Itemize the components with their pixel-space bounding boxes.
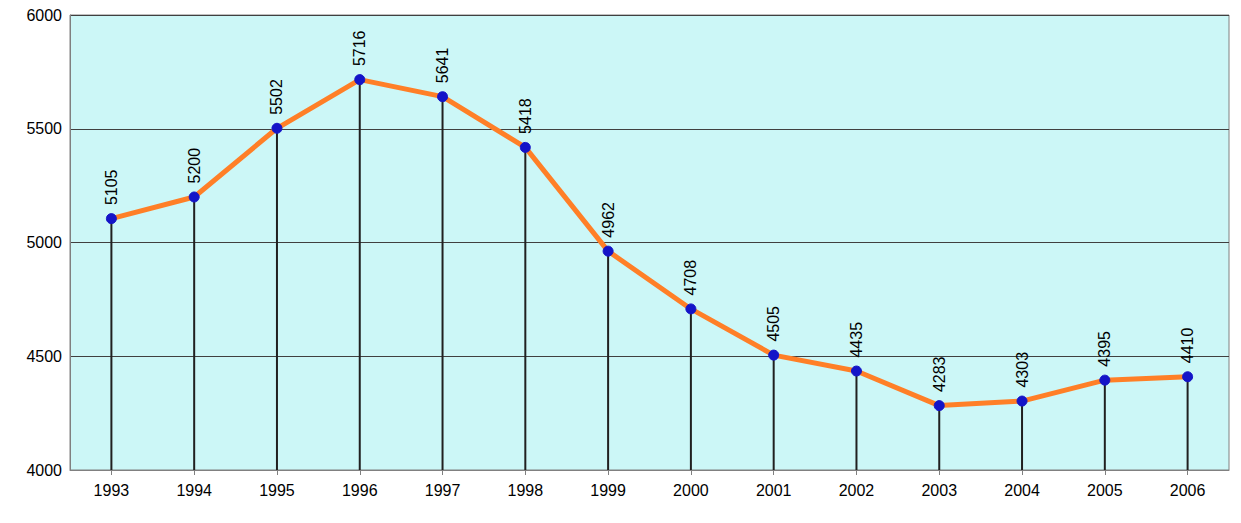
svg-text:1994: 1994 [176,482,212,499]
svg-text:1999: 1999 [590,482,626,499]
svg-text:2000: 2000 [673,482,709,499]
svg-text:4962: 4962 [600,202,617,238]
svg-text:2004: 2004 [1004,482,1040,499]
svg-text:4000: 4000 [26,462,62,479]
svg-text:1997: 1997 [425,482,461,499]
svg-text:2002: 2002 [839,482,875,499]
svg-text:5500: 5500 [26,120,62,137]
svg-text:5200: 5200 [186,148,203,184]
svg-text:5641: 5641 [434,47,451,83]
svg-text:4395: 4395 [1096,331,1113,367]
svg-text:5000: 5000 [26,234,62,251]
svg-text:1998: 1998 [508,482,544,499]
svg-text:1996: 1996 [342,482,378,499]
svg-text:4303: 4303 [1014,352,1031,388]
svg-text:2005: 2005 [1087,482,1123,499]
svg-text:4283: 4283 [931,356,948,392]
svg-text:4410: 4410 [1179,328,1196,364]
svg-text:2003: 2003 [921,482,957,499]
svg-text:5418: 5418 [517,98,534,134]
svg-text:5502: 5502 [268,79,285,115]
svg-text:4708: 4708 [682,260,699,296]
svg-text:6000: 6000 [26,7,62,24]
svg-text:2006: 2006 [1170,482,1206,499]
svg-text:4435: 4435 [848,322,865,358]
svg-text:2001: 2001 [756,482,792,499]
svg-text:5716: 5716 [351,30,368,66]
svg-text:4500: 4500 [26,348,62,365]
svg-text:1993: 1993 [94,482,130,499]
svg-text:5105: 5105 [103,169,120,205]
svg-text:1995: 1995 [259,482,295,499]
svg-text:4505: 4505 [765,306,782,342]
